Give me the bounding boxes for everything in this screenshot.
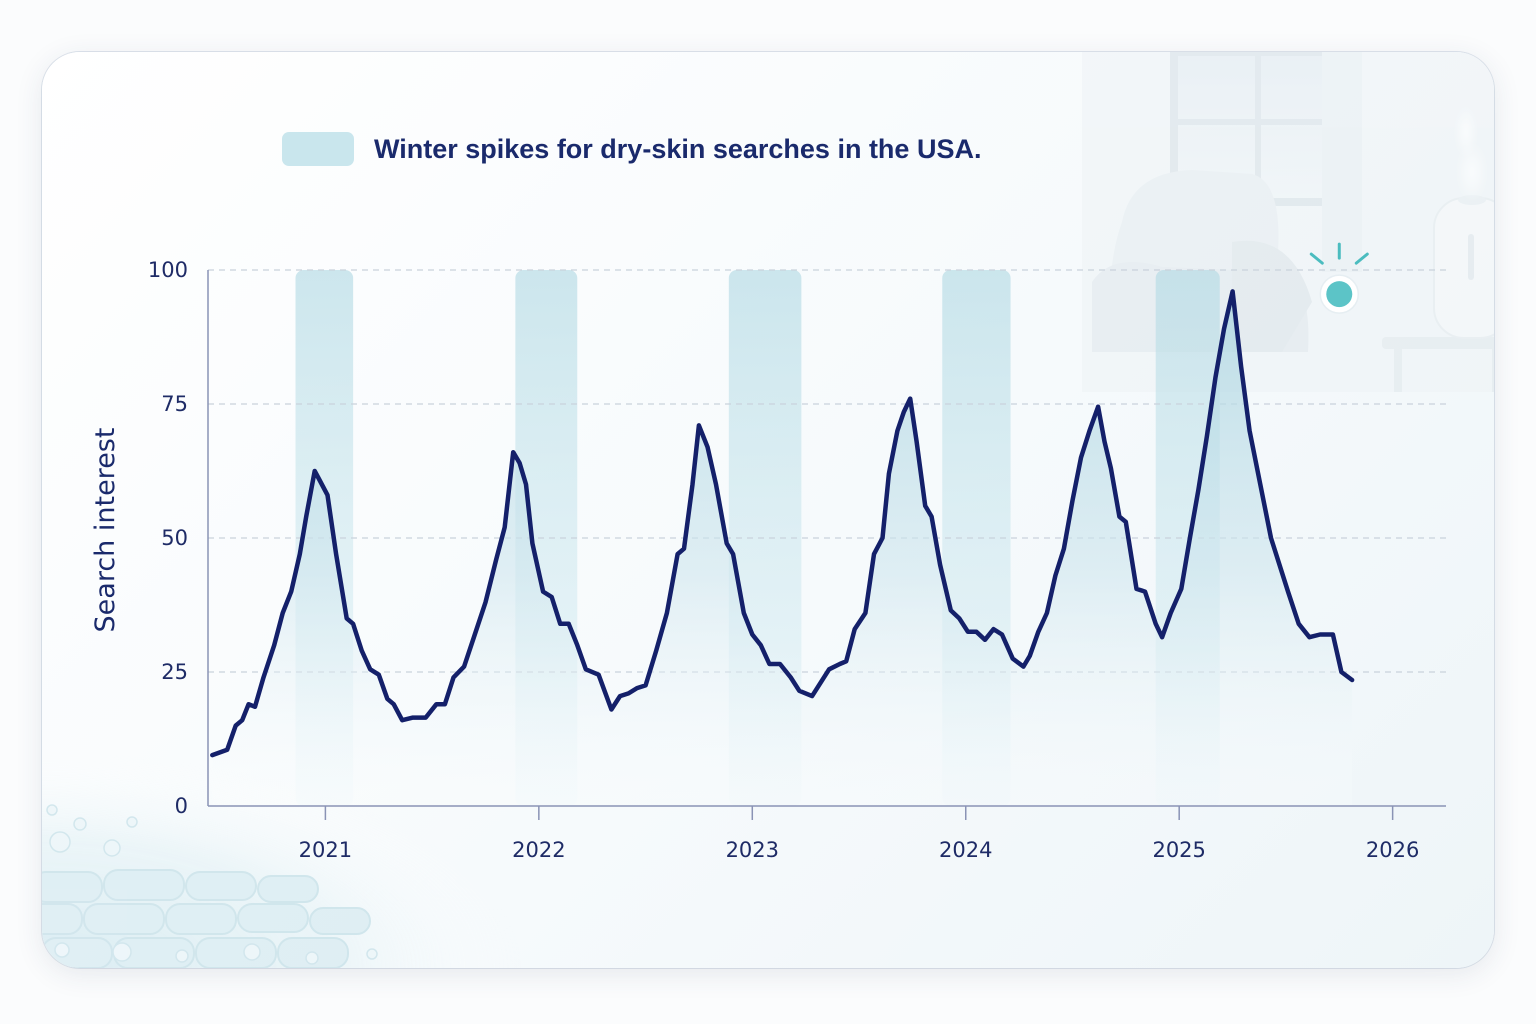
chart-card: Winter spikes for dry-skin searches in t… [42, 52, 1494, 968]
y-tick-label: 75 [161, 392, 188, 416]
y-axis-title: Search interest [90, 428, 121, 633]
legend-swatch-winter [282, 132, 354, 166]
x-tick-label: 2022 [512, 838, 565, 862]
x-tick-label: 2026 [1366, 838, 1419, 862]
y-tick-label: 25 [161, 660, 188, 684]
y-tick-label: 100 [148, 258, 188, 282]
x-tick-label: 2025 [1152, 838, 1205, 862]
x-tick-label: 2024 [939, 838, 992, 862]
chart-plot: 0 25 50 75 100 2021 2022 2023 2024 2025 2026 Searc… [90, 242, 1446, 862]
legend: Winter spikes for dry-skin searches in t… [282, 132, 981, 166]
legend-label: Winter spikes for dry-skin searches in t… [374, 133, 982, 164]
peak-sparkle-icon [1309, 252, 1324, 265]
peak-sparkle-icon [1354, 252, 1369, 265]
series-line [210, 289, 1355, 758]
x-tick-label: 2021 [299, 838, 352, 862]
y-tick-label: 50 [161, 526, 188, 550]
humidifier-icon [1433, 106, 1494, 339]
y-tick-label: 0 [175, 794, 188, 818]
peak-marker [1326, 281, 1353, 308]
series-area [212, 291, 1353, 806]
water-droplets-icon [46, 804, 378, 965]
x-tick-label: 2023 [726, 838, 779, 862]
